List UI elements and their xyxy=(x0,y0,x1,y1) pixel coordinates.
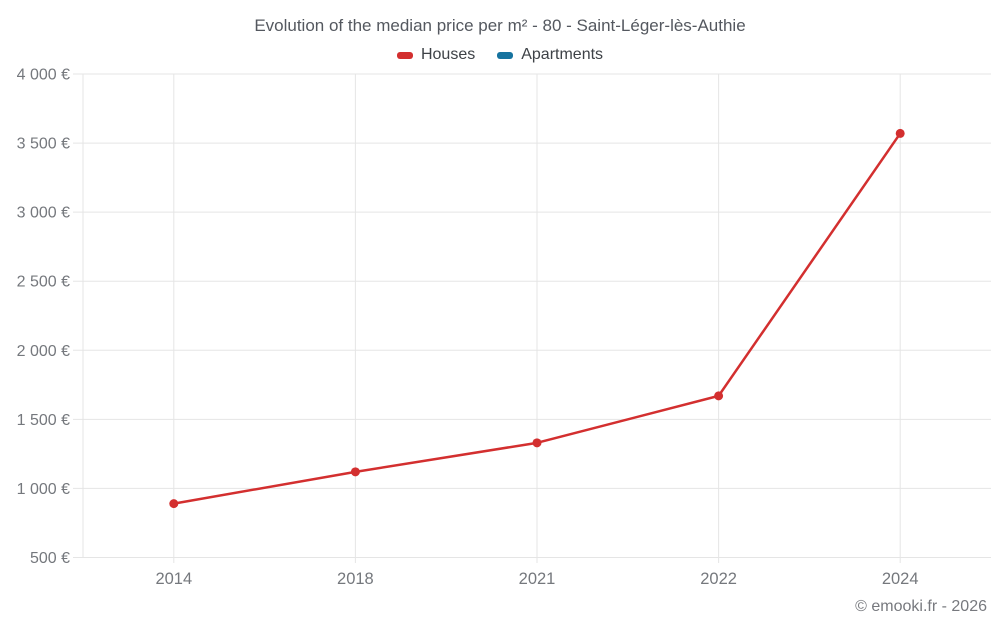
houses-series-swatch-icon xyxy=(396,51,413,59)
y-tick-label: 3 500 € xyxy=(17,136,70,153)
y-tick-label: 500 € xyxy=(30,550,70,567)
chart-legend: Houses Apartments xyxy=(0,46,1000,64)
legend-item-apartments[interactable]: Apartments xyxy=(497,46,603,64)
y-tick-label: 1 500 € xyxy=(17,412,70,429)
y-tick-label: 3 000 € xyxy=(17,205,70,222)
legend-item-houses[interactable]: Houses xyxy=(396,46,476,64)
apartments-series-swatch-icon xyxy=(497,51,514,59)
legend-label-houses: Houses xyxy=(420,46,476,63)
houses-data-point xyxy=(532,438,542,448)
y-tick-label: 2 500 € xyxy=(17,274,70,291)
houses-data-point xyxy=(350,467,360,477)
y-tick-label: 2 000 € xyxy=(17,343,70,360)
x-tick-label: 2018 xyxy=(337,570,374,588)
chart-title: Evolution of the median price per m² - 8… xyxy=(254,16,746,35)
y-tick-label: 1 000 € xyxy=(17,481,70,498)
copyright-footer: © emooki.fr - 2026 xyxy=(855,598,987,615)
x-tick-label: 2024 xyxy=(882,570,919,588)
houses-data-point xyxy=(169,499,179,509)
x-tick-label: 2022 xyxy=(700,570,737,588)
x-tick-label: 2021 xyxy=(519,570,556,588)
houses-data-point xyxy=(714,391,724,401)
legend-label-apartments: Apartments xyxy=(521,46,604,63)
houses-data-point xyxy=(895,128,905,138)
x-tick-label: 2014 xyxy=(155,570,192,588)
y-tick-label: 4 000 € xyxy=(17,67,70,84)
